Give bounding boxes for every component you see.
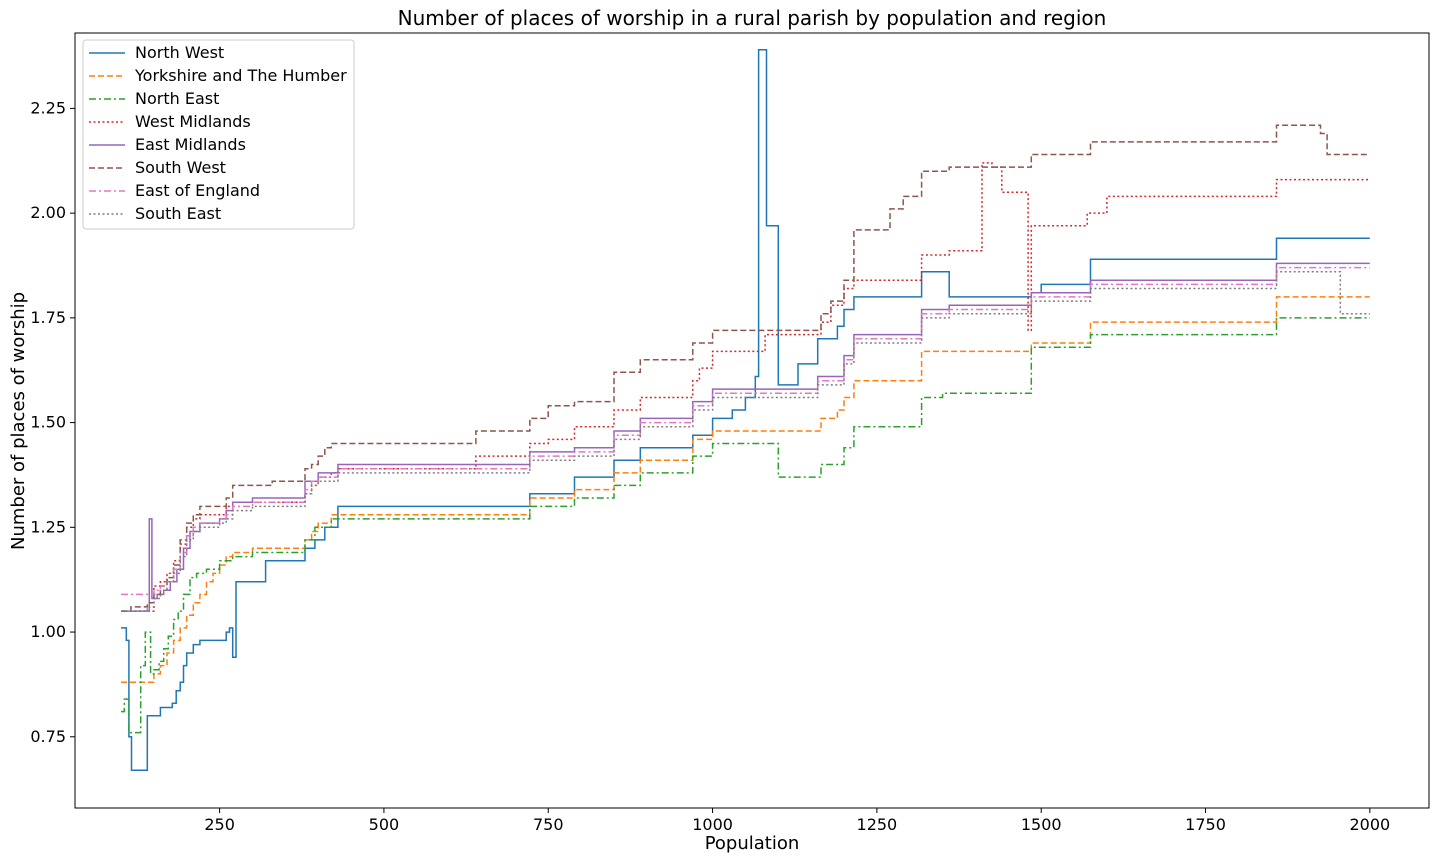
y-tick-label: 1.00 [30, 622, 66, 641]
y-tick-label: 1.50 [30, 413, 66, 432]
plot-frame [74, 32, 1430, 809]
x-tick-label: 1750 [1185, 815, 1226, 834]
legend-label: East Midlands [135, 135, 246, 154]
series-layer [121, 49, 1370, 772]
y-tick-label: 1.25 [30, 517, 66, 536]
legend-label: North West [135, 43, 224, 62]
y-tick-label: 2.00 [30, 203, 66, 222]
series-line-yorkshire-and-the-humber [121, 296, 1370, 684]
series-line-west-midlands [121, 162, 1370, 612]
series-line-south-west [121, 124, 1370, 612]
legend-label: South East [135, 204, 221, 223]
legend-box [82, 39, 355, 230]
x-tick-label: 250 [204, 815, 235, 834]
series-line-east-of-england [121, 266, 1370, 596]
x-tick-label: 2000 [1349, 815, 1390, 834]
x-axis: 250 500 750 1000 1250 1500 1750 2000 [204, 808, 1390, 834]
x-tick-label: 1250 [857, 815, 898, 834]
series-line-north-east [121, 317, 1370, 734]
y-tick-label: 2.25 [30, 98, 66, 117]
x-tick-label: 750 [533, 815, 564, 834]
y-axis: 0.75 1.00 1.25 1.50 1.75 2.00 2.25 [30, 98, 75, 746]
x-axis-title: Population [705, 833, 800, 854]
legend: North West Yorkshire and The Humber North … [82, 39, 355, 230]
legend-label: Yorkshire and The Humber [134, 66, 347, 85]
y-tick-label: 1.75 [30, 308, 66, 327]
y-tick-label: 0.75 [30, 727, 66, 746]
legend-label: North East [135, 89, 219, 108]
x-tick-label: 500 [369, 815, 400, 834]
legend-label: South West [135, 158, 226, 177]
x-tick-label: 1500 [1021, 815, 1062, 834]
series-line-north-west [121, 49, 1370, 772]
x-tick-label: 1000 [692, 815, 733, 834]
legend-label: East of England [135, 181, 260, 200]
y-axis-title: Number of places of worship [8, 292, 29, 550]
legend-label: West Midlands [135, 112, 251, 131]
chart-title: Number of places of worship in a rural p… [398, 6, 1107, 30]
series-line-south-east [121, 271, 1370, 612]
